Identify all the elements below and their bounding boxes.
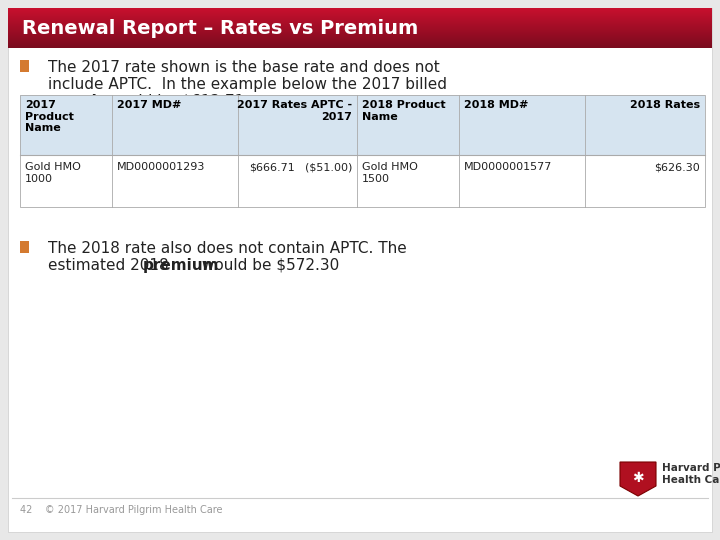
Text: Health Care: Health Care: [662, 475, 720, 485]
Text: would be $572.30: would be $572.30: [197, 258, 339, 273]
Text: The 2018 rate also does not contain APTC. The: The 2018 rate also does not contain APTC…: [48, 241, 407, 256]
Text: 2017
Product
Name: 2017 Product Name: [25, 100, 74, 133]
Text: Renewal Report – Rates vs Premium: Renewal Report – Rates vs Premium: [22, 18, 418, 37]
Polygon shape: [620, 462, 656, 496]
Text: $666.71: $666.71: [249, 162, 295, 172]
Text: 2017 Rates APTC -
2017: 2017 Rates APTC - 2017: [237, 100, 352, 122]
Text: estimated 2018: estimated 2018: [48, 258, 174, 273]
FancyBboxPatch shape: [20, 60, 29, 72]
Text: 2018 Rates: 2018 Rates: [630, 100, 700, 110]
Text: 42    © 2017 Harvard Pilgrim Health Care: 42 © 2017 Harvard Pilgrim Health Care: [20, 505, 222, 515]
Text: ✱: ✱: [632, 471, 644, 485]
Text: premium: premium: [48, 94, 125, 109]
Text: $626.30: $626.30: [654, 162, 700, 172]
FancyBboxPatch shape: [8, 8, 712, 532]
Text: 2017 MD#: 2017 MD#: [117, 100, 181, 110]
Text: MD0000001577: MD0000001577: [464, 162, 552, 172]
Text: 2018 MD#: 2018 MD#: [464, 100, 528, 110]
Text: would be $612.71: would be $612.71: [102, 94, 244, 109]
FancyBboxPatch shape: [20, 155, 705, 207]
FancyBboxPatch shape: [20, 241, 29, 253]
Text: ($51.00): ($51.00): [305, 162, 352, 172]
Text: Harvard Pilgrim: Harvard Pilgrim: [662, 463, 720, 473]
Text: Gold HMO
1000: Gold HMO 1000: [25, 162, 81, 184]
Text: The 2017 rate shown is the base rate and does not: The 2017 rate shown is the base rate and…: [48, 60, 440, 75]
FancyBboxPatch shape: [20, 95, 705, 155]
Text: Gold HMO
1500: Gold HMO 1500: [362, 162, 418, 184]
Text: MD0000001293: MD0000001293: [117, 162, 205, 172]
Text: include APTC.  In the example below the 2017 billed: include APTC. In the example below the 2…: [48, 77, 447, 92]
Text: premium: premium: [143, 258, 220, 273]
Text: 2018 Product
Name: 2018 Product Name: [362, 100, 446, 122]
